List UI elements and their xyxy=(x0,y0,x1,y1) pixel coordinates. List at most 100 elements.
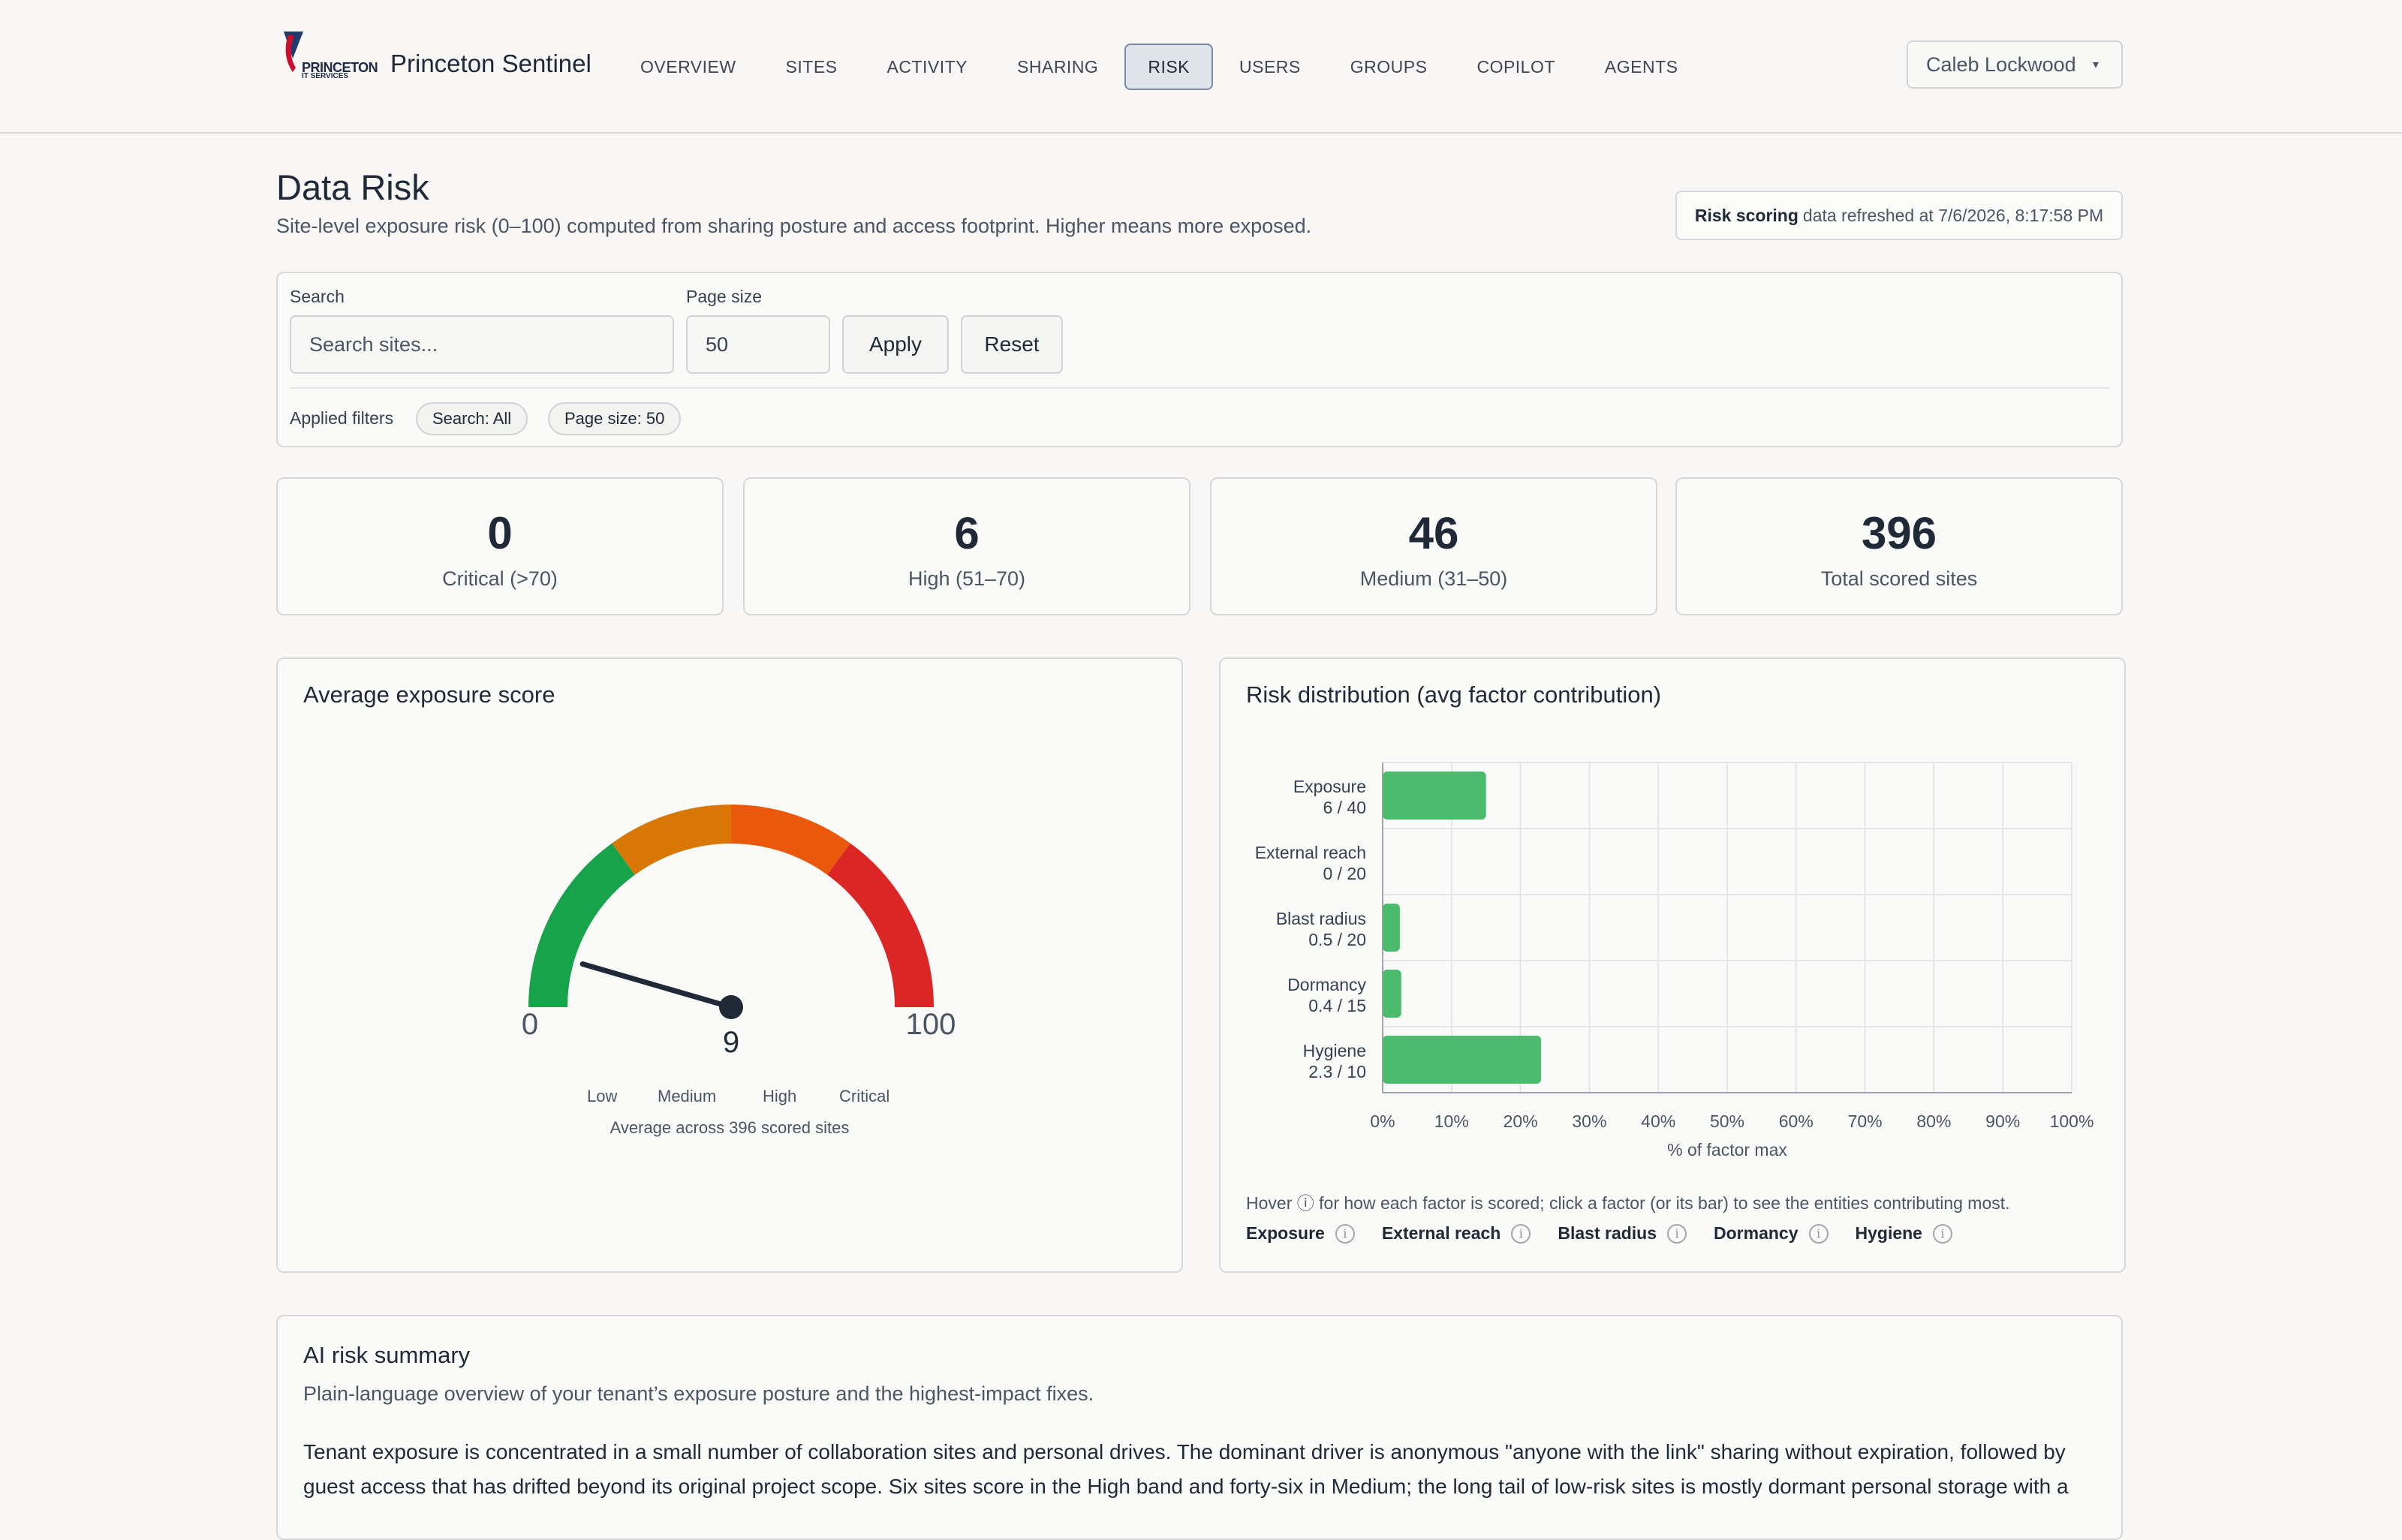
x-tick-label: 90% xyxy=(1985,1111,2020,1131)
bar-dormancy[interactable] xyxy=(1383,970,1401,1018)
gauge-title: Average exposure score xyxy=(303,681,555,708)
filter-divider xyxy=(290,387,2109,389)
applied-filters-label: Applied filters xyxy=(290,408,394,428)
gauge-hub xyxy=(719,995,743,1019)
stat-caption: Total scored sites xyxy=(1820,567,1978,590)
page-size-input[interactable] xyxy=(686,315,830,374)
factor-hygiene[interactable]: Hygiene i xyxy=(1856,1223,1952,1244)
nav-groups[interactable]: GROUPS xyxy=(1350,56,1428,77)
page-subtitle: Site-level exposure risk (0–100) compute… xyxy=(276,215,1312,237)
bar-exposure[interactable] xyxy=(1383,772,1486,820)
stat-card-high: 6 High (51–70) xyxy=(743,477,1190,615)
info-icon[interactable]: i xyxy=(1667,1223,1687,1244)
x-tick-label: 70% xyxy=(1848,1111,1883,1131)
refresh-timestamp: data refreshed at 7/6/2026, 8:17:58 PM xyxy=(1802,205,2104,225)
nav-risk[interactable]: RISK xyxy=(1124,44,1214,90)
x-tick-label: 0% xyxy=(1370,1111,1395,1131)
y-value-label: 0 / 20 xyxy=(1323,864,1366,883)
nav-activity[interactable]: ACTIVITY xyxy=(886,56,968,77)
y-category-label: External reach xyxy=(1255,843,1366,862)
gauge-band-high xyxy=(730,805,850,875)
gauge-band-low xyxy=(528,843,636,1008)
risk-distribution-panel: Risk distribution (avg factor contributi… xyxy=(1219,657,2126,1273)
bar-blast-radius[interactable] xyxy=(1383,904,1400,952)
factor-legend: Exposure i External reach i Blast radius i … xyxy=(1246,1223,1952,1244)
stat-value: 6 xyxy=(954,508,980,558)
bar-hygiene[interactable] xyxy=(1383,1036,1542,1084)
app-name: Princeton Sentinel xyxy=(390,50,591,77)
y-category-label: Exposure xyxy=(1293,777,1366,796)
nav-sharing[interactable]: SHARING xyxy=(1017,56,1099,77)
band-label-high: High xyxy=(763,1087,797,1105)
nav-agents[interactable]: AGENTS xyxy=(1604,56,1678,77)
stat-caption: High (51–70) xyxy=(908,567,1026,590)
x-tick-label: 100% xyxy=(2050,1111,2094,1131)
summary-subtitle: Plain-language overview of your tenant’s… xyxy=(303,1382,1094,1405)
info-icon[interactable]: i xyxy=(1335,1223,1355,1244)
page-title: Data Risk xyxy=(276,167,429,207)
y-category-label: Hygiene xyxy=(1303,1041,1366,1060)
x-tick-label: 50% xyxy=(1710,1111,1744,1131)
nav-sites[interactable]: SITES xyxy=(785,56,838,77)
filter-chip-page-size[interactable]: Page size: 50 xyxy=(548,402,682,435)
y-value-label: 0.4 / 15 xyxy=(1308,996,1366,1015)
data-refresh-badge: Risk scoring data refreshed at 7/6/2026,… xyxy=(1675,191,2123,240)
filter-panel: Search Page size Apply Reset Applied fil… xyxy=(276,272,2123,447)
exposure-gauge: 0 9 100 xyxy=(522,805,956,1059)
x-tick-label: 40% xyxy=(1641,1111,1675,1131)
princeton-logo-icon xyxy=(284,32,303,72)
info-icon[interactable]: i xyxy=(1511,1223,1531,1244)
y-value-label: 2.3 / 10 xyxy=(1308,1062,1366,1081)
x-tick-label: 60% xyxy=(1779,1111,1814,1131)
band-label-low: Low xyxy=(587,1087,618,1105)
factor-help-text: Hover ⓘ for how each factor is scored; c… xyxy=(1246,1193,2010,1213)
stat-value: 0 xyxy=(487,508,513,558)
gauge-band-critical xyxy=(826,843,934,1008)
factor-exposure[interactable]: Exposure i xyxy=(1246,1223,1355,1244)
x-tick-label: 20% xyxy=(1504,1111,1538,1131)
y-value-label: 6 / 40 xyxy=(1323,798,1366,817)
factor-external-reach[interactable]: External reach i xyxy=(1382,1223,1531,1244)
filter-chip-search[interactable]: Search: All xyxy=(416,402,528,435)
info-icon[interactable]: i xyxy=(1808,1223,1829,1244)
summary-body: Tenant exposure is concentrated in a sma… xyxy=(303,1440,2069,1498)
refresh-label: Risk scoring xyxy=(1694,205,1798,225)
user-menu-button[interactable]: Caleb Lockwood ▾ xyxy=(1907,41,2123,89)
x-tick-label: 80% xyxy=(1916,1111,1951,1131)
top-navigation-bar: PRINCETON IT SERVICES Princeton Sentinel… xyxy=(0,0,2402,134)
factor-label: Exposure xyxy=(1246,1223,1325,1243)
stat-caption: Critical (>70) xyxy=(442,567,558,590)
logo-text: PRINCETON xyxy=(302,60,378,75)
chart-title: Risk distribution (avg factor contributi… xyxy=(1246,681,1662,708)
info-icon[interactable]: i xyxy=(1932,1223,1952,1244)
search-label: Search xyxy=(290,287,345,306)
reset-button[interactable]: Reset xyxy=(961,315,1063,374)
logo-subtext: IT SERVICES xyxy=(302,72,349,80)
factor-label: Blast radius xyxy=(1558,1223,1657,1243)
x-tick-label: 10% xyxy=(1434,1111,1469,1131)
factor-label: Hygiene xyxy=(1855,1223,1922,1243)
nav-copilot[interactable]: COPILOT xyxy=(1476,56,1555,77)
apply-button[interactable]: Apply xyxy=(842,315,949,374)
page-size-label: Page size xyxy=(686,287,763,306)
gauge-min-label: 0 xyxy=(522,1008,538,1041)
nav-users[interactable]: USERS xyxy=(1239,56,1301,77)
stat-caption: Medium (31–50) xyxy=(1359,567,1508,590)
gauge-band-medium xyxy=(612,805,732,875)
y-category-label: Dormancy xyxy=(1287,975,1366,994)
band-label-medium: Medium xyxy=(658,1087,717,1105)
stat-card-medium: 46 Medium (31–50) xyxy=(1210,477,1657,615)
factor-blast-radius[interactable]: Blast radius i xyxy=(1558,1223,1687,1244)
risk-distribution-chart: 0% 10% 20% 30% 40% 50% 60% 70% 80% 90% 100% Exposur… xyxy=(1255,762,2094,1160)
x-tick-label: 30% xyxy=(1572,1111,1606,1131)
gauge-caption: Average across 396 scored sites xyxy=(610,1118,850,1137)
gauge-needle xyxy=(579,961,734,1010)
factor-dormancy[interactable]: Dormancy i xyxy=(1714,1223,1829,1244)
search-input[interactable] xyxy=(290,315,674,374)
nav-overview[interactable]: OVERVIEW xyxy=(640,56,736,77)
stat-card-critical: 0 Critical (>70) xyxy=(276,477,724,615)
gauge-value-label: 9 xyxy=(723,1026,739,1059)
factor-label: External reach xyxy=(1381,1223,1501,1243)
y-value-label: 0.5 / 20 xyxy=(1308,930,1366,949)
user-name: Caleb Lockwood xyxy=(1926,53,2076,76)
